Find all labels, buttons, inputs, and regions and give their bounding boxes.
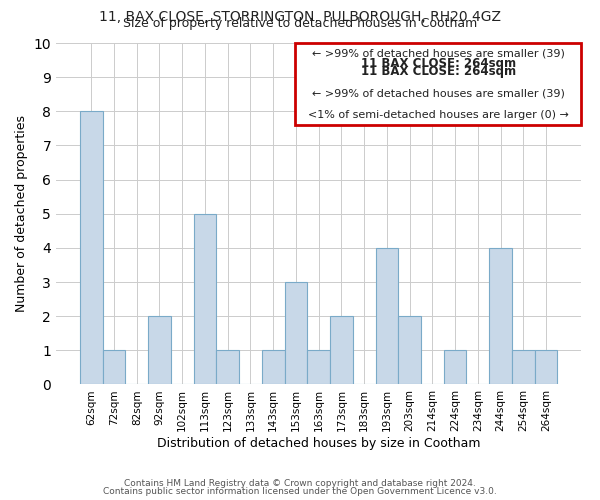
- Y-axis label: Number of detached properties: Number of detached properties: [15, 115, 28, 312]
- Text: Size of property relative to detached houses in Cootham: Size of property relative to detached ho…: [123, 18, 477, 30]
- Bar: [512, 350, 535, 384]
- Bar: [217, 350, 239, 384]
- Bar: [489, 248, 512, 384]
- Bar: [194, 214, 217, 384]
- Text: 11 BAX CLOSE: 264sqm: 11 BAX CLOSE: 264sqm: [361, 65, 516, 78]
- Bar: [376, 248, 398, 384]
- Text: 11, BAX CLOSE, STORRINGTON, PULBOROUGH, RH20 4GZ: 11, BAX CLOSE, STORRINGTON, PULBOROUGH, …: [99, 10, 501, 24]
- Text: Contains HM Land Registry data © Crown copyright and database right 2024.: Contains HM Land Registry data © Crown c…: [124, 478, 476, 488]
- Text: 11 BAX CLOSE: 264sqm: 11 BAX CLOSE: 264sqm: [361, 56, 516, 70]
- Bar: [444, 350, 466, 384]
- Bar: [330, 316, 353, 384]
- Text: Contains public sector information licensed under the Open Government Licence v3: Contains public sector information licen…: [103, 487, 497, 496]
- Bar: [148, 316, 171, 384]
- Bar: [103, 350, 125, 384]
- FancyBboxPatch shape: [295, 43, 581, 125]
- Bar: [262, 350, 284, 384]
- Text: ← >99% of detached houses are smaller (39): ← >99% of detached houses are smaller (3…: [312, 89, 565, 99]
- Bar: [535, 350, 557, 384]
- Bar: [80, 112, 103, 384]
- Bar: [284, 282, 307, 384]
- Text: <1% of semi-detached houses are larger (0) →: <1% of semi-detached houses are larger (…: [308, 110, 569, 120]
- X-axis label: Distribution of detached houses by size in Cootham: Distribution of detached houses by size …: [157, 437, 481, 450]
- Text: ← >99% of detached houses are smaller (39): ← >99% of detached houses are smaller (3…: [312, 48, 565, 58]
- Bar: [398, 316, 421, 384]
- Bar: [307, 350, 330, 384]
